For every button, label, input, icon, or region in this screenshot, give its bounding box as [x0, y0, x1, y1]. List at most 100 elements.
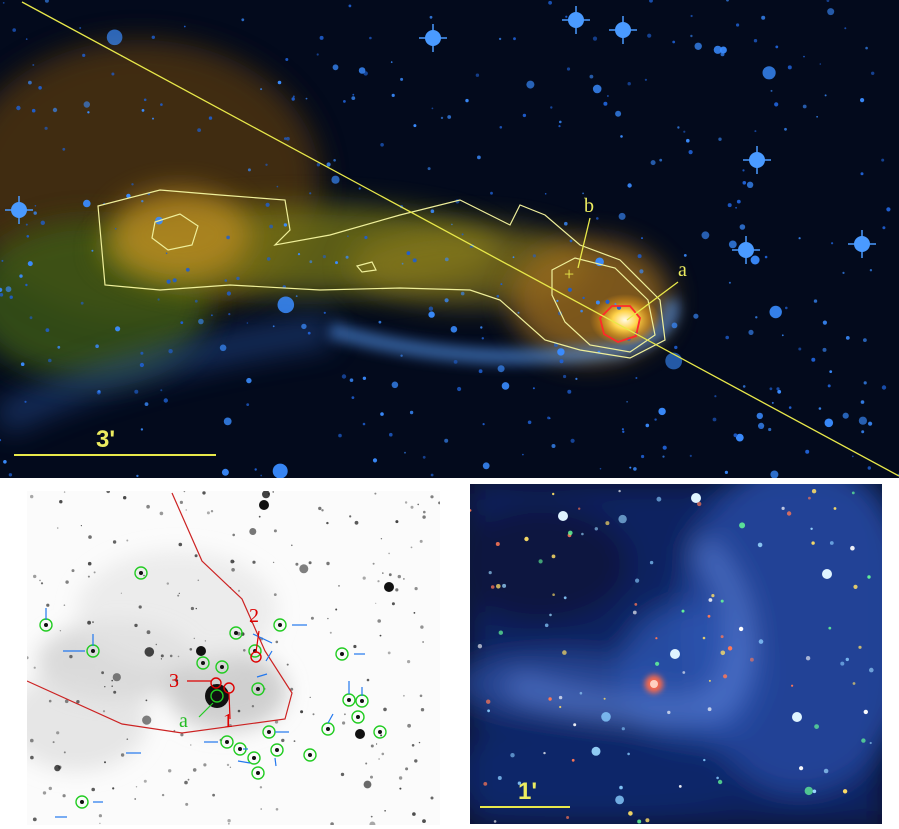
star [400, 354, 403, 357]
star [39, 579, 41, 582]
star [0, 287, 3, 292]
star [80, 301, 84, 305]
star [596, 217, 599, 220]
star [422, 819, 426, 823]
star [823, 768, 829, 774]
star [655, 637, 658, 640]
star [430, 209, 435, 213]
star [258, 515, 261, 518]
star [842, 271, 845, 274]
star [326, 521, 329, 525]
star [369, 36, 372, 40]
star [322, 255, 326, 259]
star [422, 455, 426, 459]
source-circle [75, 795, 89, 809]
star [362, 376, 367, 380]
star [858, 645, 862, 649]
bright-star [822, 569, 832, 579]
star [310, 616, 314, 620]
source-circle [273, 618, 287, 632]
star [204, 640, 207, 642]
star [65, 580, 69, 584]
star [126, 738, 129, 740]
star [714, 395, 717, 398]
star [842, 789, 848, 794]
star [739, 522, 746, 529]
star [38, 86, 42, 90]
star [571, 758, 575, 762]
star [559, 359, 564, 364]
bright-star [384, 582, 394, 592]
star [58, 765, 62, 769]
star [226, 291, 231, 296]
star [97, 390, 101, 393]
star [233, 560, 235, 563]
star [406, 251, 411, 256]
star [860, 172, 864, 176]
star [781, 334, 784, 337]
star [496, 584, 501, 589]
star [172, 278, 177, 283]
star [30, 738, 34, 743]
star [404, 451, 406, 454]
star [95, 344, 99, 349]
star [497, 776, 502, 780]
star [417, 503, 420, 506]
star [285, 58, 289, 61]
star [206, 511, 210, 515]
star [662, 455, 665, 458]
star [672, 40, 676, 44]
star [231, 568, 235, 572]
star [645, 423, 650, 428]
star [190, 744, 192, 746]
star [111, 679, 113, 682]
star [390, 61, 393, 63]
star [208, 116, 213, 120]
star [266, 257, 271, 261]
star [299, 564, 309, 574]
star [886, 207, 891, 212]
star [397, 574, 401, 579]
star [3, 460, 7, 464]
star [440, 116, 444, 120]
star [112, 540, 117, 544]
star [177, 655, 180, 658]
star [810, 527, 813, 530]
star [863, 338, 867, 342]
star [635, 578, 640, 583]
star [690, 14, 693, 18]
star [658, 407, 666, 416]
star [650, 160, 656, 166]
star [1, 259, 4, 262]
star [27, 261, 33, 267]
star [582, 296, 585, 300]
star [865, 46, 868, 50]
star [860, 98, 865, 103]
star [363, 780, 372, 789]
star [403, 694, 405, 697]
star [400, 77, 404, 81]
star [548, 0, 552, 5]
star [319, 35, 324, 40]
star [143, 574, 145, 577]
star [483, 782, 488, 786]
star [228, 313, 231, 316]
bright-star [355, 729, 365, 739]
star [551, 444, 556, 448]
star [372, 458, 378, 463]
pointer-2 [255, 630, 260, 653]
star [183, 25, 186, 28]
star [312, 713, 315, 716]
star [716, 776, 719, 780]
star [28, 80, 32, 85]
star [567, 389, 572, 394]
star [548, 697, 552, 701]
star [391, 381, 399, 389]
star [219, 344, 227, 352]
star [833, 507, 837, 510]
label-b: b [584, 195, 594, 217]
star [882, 226, 886, 230]
star [309, 260, 313, 264]
star [655, 661, 660, 666]
star [477, 644, 483, 649]
